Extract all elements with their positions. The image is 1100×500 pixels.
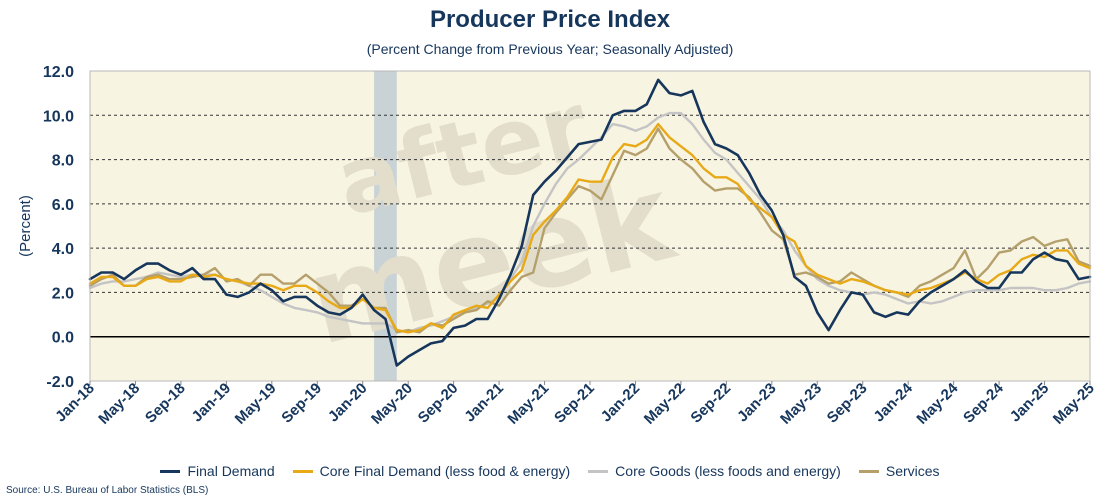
x-tick-label: Sep-21 [551,380,598,427]
legend-swatch-final-demand [160,469,181,473]
series-line-core-final-demand-less-food-energy [88,122,1092,334]
legend-label-final-demand: Final Demand [187,463,275,479]
series-line-final-demand [88,78,1092,367]
plot-area [90,71,1090,381]
x-tick-label: May-23 [777,380,825,428]
y-tick-label: -2.0 [46,374,74,391]
legend-label-services: Services [885,463,940,479]
y-axis-label: (Percent) [17,195,34,257]
y-tick-label: 0.0 [52,330,74,347]
y-tick-label: 6.0 [52,197,74,214]
x-tick-label: May-19 [232,380,280,428]
chart-title: Producer Price Index [429,6,671,33]
legend-item-services: Services [858,463,940,479]
x-tick-label: May-24 [913,379,961,427]
legend-swatch-services [858,469,879,473]
chart-subtitle: (Percent Change from Previous Year; Seas… [366,41,734,57]
x-tick-label: Sep-18 [142,380,189,427]
legend-item-final-demand: Final Demand [160,463,275,479]
x-tick-label: Sep-19 [278,380,325,427]
y-tick-label: 4.0 [52,241,74,258]
x-tick-label: Jan-20 [325,380,371,426]
legend-item-core-goods: Core Goods (less foods and energy) [588,463,841,479]
x-tick-label: Jan-22 [598,380,644,426]
legend-item-core-final-demand: Core Final Demand (less food & energy) [292,463,571,479]
x-tick-label: Sep-24 [960,379,1007,426]
series-line-core-goods-less-foods-and-energy [88,111,1092,334]
x-tick-label: May-25 [1050,380,1098,428]
y-tick-label: 12.0 [43,64,74,81]
chart-legend: Final Demand Core Final Demand (less foo… [0,463,1100,479]
x-tick-label: May-18 [95,380,143,428]
x-tick-label: Sep-22 [687,380,734,427]
x-tick-label: Jan-23 [734,380,780,426]
x-tick-label: Jan-19 [189,380,235,426]
x-tick-label: May-21 [504,380,552,428]
recession-shade [374,71,397,381]
y-tick-label: 10.0 [43,108,74,125]
y-tick-label: 8.0 [52,153,74,170]
y-tick-label: 2.0 [52,285,74,302]
x-tick-label: Sep-20 [415,380,462,427]
legend-swatch-core-goods [588,469,609,473]
x-tick-label: May-20 [368,380,416,428]
source-note: Source: U.S. Bureau of Labor Statistics … [6,485,209,496]
x-tick-label: Jan-24 [870,379,916,425]
x-tick-label: May-22 [641,380,689,428]
x-tick-label: Jan-21 [461,380,507,426]
series-line-services [88,127,1092,334]
x-tick-label: Sep-23 [824,380,871,427]
legend-label-core-final-demand: Core Final Demand (less food & energy) [319,463,571,479]
x-tick-label: Jan-25 [1007,380,1053,426]
legend-label-core-goods: Core Goods (less foods and energy) [615,463,841,479]
legend-swatch-core-final-demand [292,469,313,473]
